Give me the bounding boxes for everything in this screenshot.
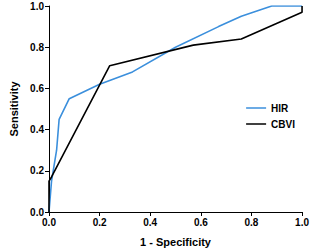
svg-text:0.0: 0.0 <box>42 217 56 228</box>
svg-text:0.2: 0.2 <box>93 217 107 228</box>
svg-text:1 - Specificity: 1 - Specificity <box>140 236 212 248</box>
svg-text:0.0: 0.0 <box>30 206 44 218</box>
svg-text:CBVI: CBVI <box>271 119 295 130</box>
svg-text:0.4: 0.4 <box>143 217 157 228</box>
svg-text:0.6: 0.6 <box>194 217 208 228</box>
svg-text:Sensitivity: Sensitivity <box>8 81 20 137</box>
svg-text:0.8: 0.8 <box>244 217 258 228</box>
svg-text:HIR: HIR <box>271 103 289 114</box>
svg-text:0.6: 0.6 <box>30 83 44 94</box>
svg-text:0.8: 0.8 <box>30 42 44 53</box>
svg-text:0.2: 0.2 <box>30 165 44 176</box>
svg-text:1.0: 1.0 <box>30 1 44 12</box>
svg-text:1.0: 1.0 <box>295 217 309 228</box>
svg-text:0.4: 0.4 <box>30 124 44 135</box>
